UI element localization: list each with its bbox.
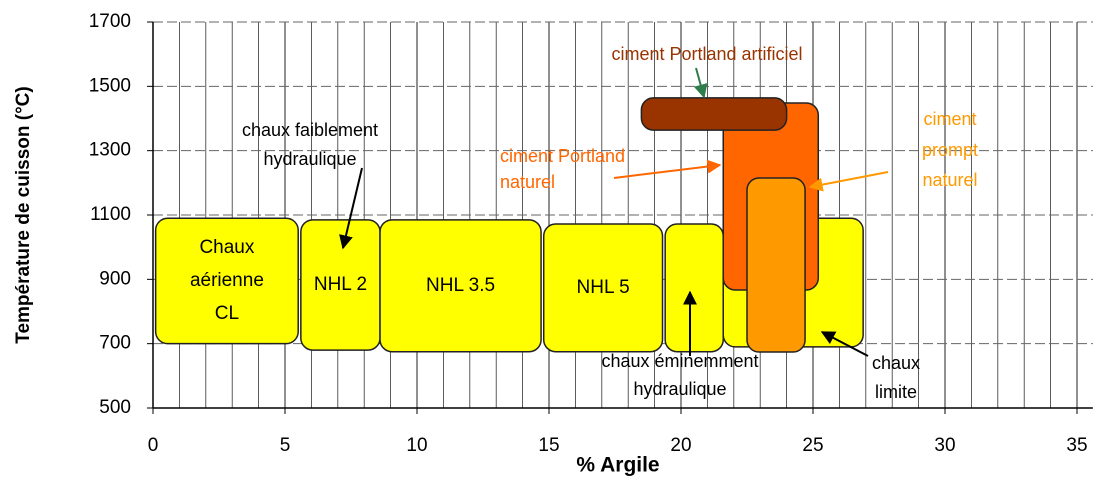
annotation-arrow (808, 171, 889, 192)
annotation: naturel (500, 172, 555, 192)
x-tick-label: 5 (280, 435, 291, 456)
x-tick-label: 10 (406, 435, 427, 456)
y-tick-label: 700 (99, 333, 131, 354)
region (154, 217, 299, 345)
x-tick-label: 25 (802, 435, 823, 456)
annotation: chaux faiblement (242, 120, 378, 140)
region (542, 223, 664, 353)
y-tick-label: 1300 (89, 140, 131, 161)
region-label: NHL 3.5 (426, 275, 495, 296)
annotation: naturel (922, 170, 977, 190)
region-label: aérienne (190, 270, 264, 291)
region-label: Chaux (199, 237, 254, 258)
region-label: NHL 5 (577, 277, 630, 298)
region-label: NHL 2 (314, 274, 367, 295)
y-tick-label: 900 (99, 268, 131, 289)
annotation: chaux (872, 353, 920, 373)
annotation: limite (875, 382, 917, 402)
annotation: ciment Portland artificiel (611, 44, 802, 64)
y-tick-label: 1700 (89, 11, 131, 32)
annotation: hydraulique (633, 379, 726, 399)
annotation: ciment (923, 109, 976, 129)
annotation: chaux éminemment (601, 351, 758, 371)
annotation-arrow (693, 67, 708, 99)
x-tick-label: 35 (1066, 435, 1087, 456)
region (664, 223, 724, 353)
y-tick-label: 500 (99, 397, 131, 418)
region (640, 97, 788, 131)
region (379, 219, 542, 353)
annotation-arrow (613, 159, 722, 179)
annotation: hydraulique (263, 149, 356, 169)
y-tick-label: 1500 (89, 75, 131, 96)
annotation-arrow (339, 167, 363, 250)
annotation: ciment Portland (500, 146, 625, 166)
x-tick-label: 20 (670, 435, 691, 456)
x-axis-title: % Argile (576, 454, 659, 477)
annotation-arrow (820, 331, 869, 357)
x-tick-label: 0 (148, 435, 159, 456)
x-tick-label: 15 (538, 435, 559, 456)
y-axis-title: Température de cuisson (°C) (13, 86, 34, 343)
y-tick-label: 1100 (90, 204, 131, 225)
x-tick-label: 30 (934, 435, 955, 456)
region-label: CL (215, 303, 239, 324)
annotation: prompt (922, 140, 978, 160)
region (746, 177, 806, 353)
